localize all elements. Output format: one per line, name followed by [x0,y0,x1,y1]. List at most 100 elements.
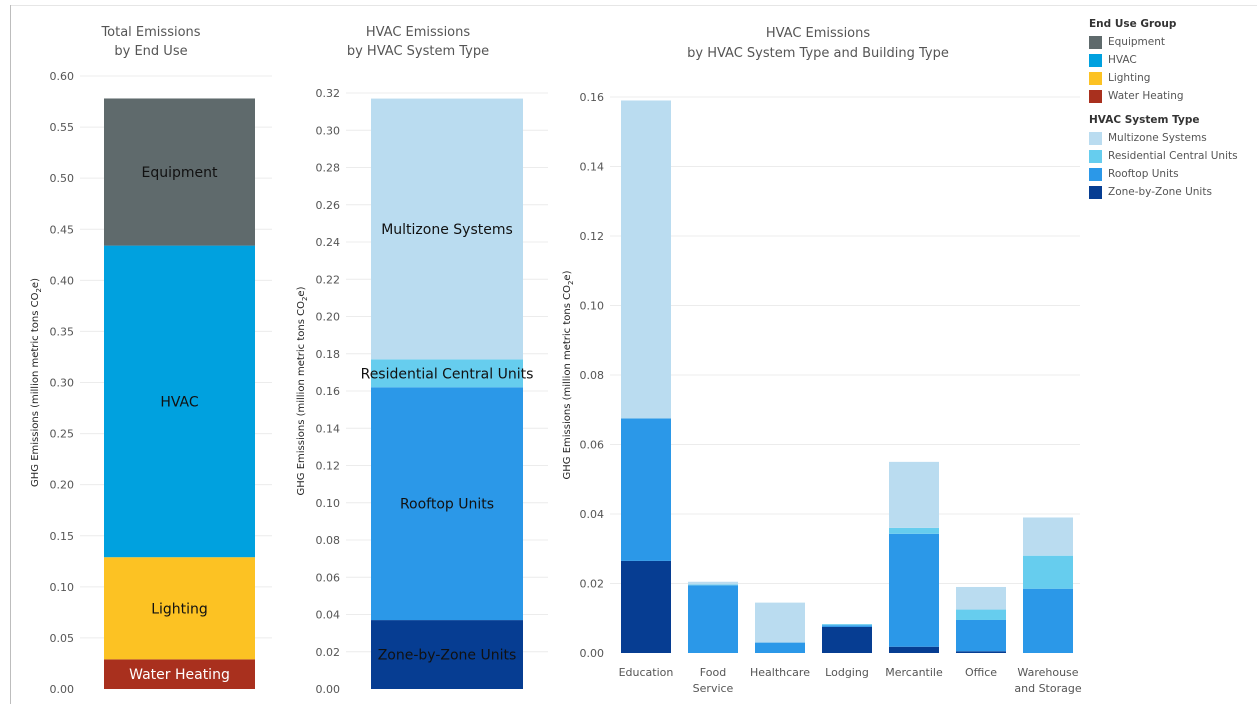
legend-item[interactable]: Water Heating [1089,87,1238,105]
legend-item[interactable]: Residential Central Units [1089,147,1238,165]
legend-title: HVAC System Type [1089,114,1200,126]
y-tick-label: 0.24 [316,236,341,249]
bar-segment-zone-by-zone-units [822,626,872,653]
frame-top-border [10,5,1257,6]
bar-segment-rooftop-units [688,585,738,653]
x-category-label: Service [693,682,734,695]
frame-left-border [10,5,11,704]
legend-label: Lighting [1108,72,1151,84]
legend-item[interactable]: Zone-by-Zone Units [1089,183,1238,201]
bar-segment-rooftop-units [1023,588,1073,653]
x-category-label: Healthcare [750,666,810,679]
legend: End Use Group Equipment HVAC Lighting Water … [1089,18,1238,210]
legend-item[interactable]: Lighting [1089,69,1238,87]
y-tick-label: 0.50 [50,172,75,185]
bar-segment-equipment [104,98,255,246]
chart-title: HVAC Emissions [766,26,871,41]
y-tick-label: 0.14 [580,161,605,174]
y-tick-label: 0.16 [580,91,605,104]
y-tick-label: 0.10 [50,581,75,594]
chart-title: by End Use [114,44,187,59]
x-category-label: Mercantile [885,666,943,679]
legend-label: Rooftop Units [1108,168,1179,180]
bar-segment-lighting [104,557,255,660]
legend-swatch [1089,131,1102,145]
bar-segment-multizone-systems [621,100,671,419]
y-tick-label: 0.22 [316,273,341,286]
x-category-label: Warehouse [1017,666,1078,679]
y-tick-label: 0.25 [50,428,75,441]
legend-label: Water Heating [1108,90,1184,102]
bar-segment-residential-central-units [822,624,872,626]
y-tick-label: 0.32 [316,87,341,100]
chart-title: by HVAC System Type [347,44,489,59]
bar-segment-multizone-systems [889,461,939,528]
chart-panel-2: HVAC Emissions by HVAC System Type 0.00 0.0… [296,25,548,696]
y-tick-label: 0.14 [316,422,341,435]
bar-segment-residential-central-units [688,584,738,586]
y-tick-label: 0.16 [316,385,341,398]
bar-segment-multizone-systems [755,602,805,643]
legend-swatch [1089,149,1102,163]
y-tick-label: 0.55 [50,121,75,134]
bar-segment-multizone-systems [1023,517,1073,556]
bar-segment-zone-by-zone-units [889,646,939,653]
y-tick-label: 0.15 [50,530,75,543]
legend-swatch [1089,53,1102,67]
segment-label: Rooftop Units [400,497,494,513]
x-category-label: Lodging [825,666,869,679]
bar-segment-residential-central-units [1023,555,1073,589]
y-tick-label: 0.18 [316,348,341,361]
legend-swatch [1089,35,1102,49]
y-tick-label: 0.20 [316,311,341,324]
legend-swatch [1089,185,1102,199]
y-tick-label: 0.45 [50,223,75,236]
x-category-label: Office [965,666,997,679]
y-tick-label: 0.30 [316,124,341,137]
legend-item[interactable]: HVAC [1089,51,1238,69]
y-tick-label: 0.02 [580,578,605,591]
y-tick-label: 0.10 [580,300,605,313]
y-tick-label: 0.12 [580,230,605,243]
legend-label: Equipment [1108,36,1165,48]
y-tick-label: 0.00 [50,683,75,696]
legend-label: Residential Central Units [1108,150,1238,162]
bar-segment-residential-central-units [889,527,939,534]
segment-label: HVAC [160,394,199,410]
legend-item[interactable]: Multizone Systems [1089,129,1238,147]
x-category-label: and Storage [1014,682,1081,695]
y-tick-label: 0.26 [316,199,341,212]
legend-label: Zone-by-Zone Units [1108,186,1212,198]
y-tick-label: 0.60 [50,70,75,83]
legend-label: HVAC [1108,54,1137,66]
bar-segment-rooftop-units [755,642,805,653]
bar-segment-residential-central-units [956,609,1006,620]
y-axis-label: GHG Emissions (million metric tons CO2e) [296,286,309,495]
segment-label: Multizone Systems [381,222,513,238]
bar-segment-rooftop-units [822,625,872,627]
bar-segment-water-heating [104,659,255,689]
y-tick-label: 0.06 [580,439,605,452]
bar-segment-rooftop-units [621,418,671,561]
chart-title: HVAC Emissions [366,25,471,40]
y-tick-label: 0.10 [316,497,341,510]
y-tick-label: 0.06 [316,571,341,584]
legend-item[interactable]: Equipment [1089,33,1238,51]
x-category-label: Education [619,666,674,679]
y-tick-label: 0.00 [316,683,341,696]
y-tick-label: 0.08 [580,369,605,382]
y-tick-label: 0.40 [50,274,75,287]
legend-group: End Use Group Equipment HVAC Lighting Water … [1089,18,1238,105]
bar-segment-rooftop-units [889,533,939,647]
y-tick-label: 0.35 [50,325,75,338]
bar-segment-multizone-systems [956,586,1006,610]
bar-segment-residential-central-units [371,359,523,388]
chart-title: Total Emissions [100,25,200,40]
legend-title: End Use Group [1089,18,1177,30]
legend-swatch [1089,167,1102,181]
chart-panel-3: HVAC Emissions by HVAC System Type and Bu… [562,26,1082,695]
y-axis-label: GHG Emissions (million metric tons CO2e) [30,278,43,487]
legend-item[interactable]: Rooftop Units [1089,165,1238,183]
y-tick-label: 0.20 [50,479,75,492]
